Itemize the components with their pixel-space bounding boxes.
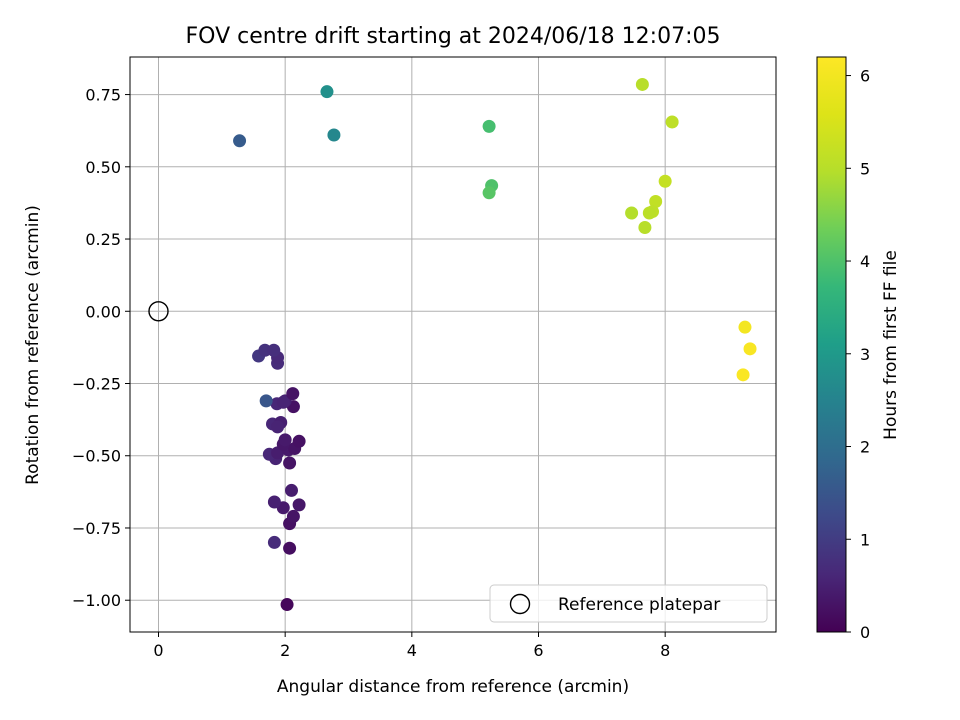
data-point	[482, 186, 496, 200]
data-point	[267, 535, 281, 549]
y-tick-label: −1.00	[72, 591, 121, 610]
data-point	[283, 541, 297, 555]
data-point	[285, 483, 298, 497]
data-point	[292, 498, 306, 512]
data-point	[327, 128, 341, 142]
colorbar-tick-label: 2	[860, 438, 870, 457]
plot-frame	[129, 56, 777, 633]
data-point	[271, 420, 285, 434]
x-tick-label: 0	[153, 641, 163, 660]
y-tick-label: 0.75	[85, 86, 121, 105]
y-tick-label: −0.75	[72, 519, 121, 538]
y-tick-label: 0.25	[85, 230, 121, 249]
colorbar-ticks: 0 1 2 3 4 5 6	[846, 67, 870, 642]
data-point	[665, 115, 679, 129]
chart-title: FOV centre drift starting at 2024/06/18 …	[186, 24, 721, 49]
colorbar-tick-label: 1	[860, 530, 870, 549]
colorbar-tick-label: 4	[860, 252, 870, 271]
data-point	[736, 368, 750, 382]
grid-lines	[130, 57, 776, 632]
data-point	[278, 433, 292, 447]
data-point	[286, 509, 300, 523]
y-tick-label: 0.50	[85, 158, 121, 177]
data-point	[283, 456, 297, 470]
data-point	[658, 174, 672, 188]
colorbar-tick-label: 3	[860, 345, 870, 364]
y-ticks: 0.75 0.50 0.25 0.00 −0.25 −0.50 −0.75 −1.00	[72, 86, 130, 610]
data-points	[148, 77, 757, 612]
data-point	[625, 206, 639, 220]
colorbar-label: Hours from first FF file	[881, 250, 901, 440]
data-point	[259, 394, 273, 408]
data-point	[286, 387, 300, 401]
legend-label: Reference platepar	[558, 595, 720, 615]
x-tick-label: 2	[280, 641, 290, 660]
colorbar-tick-label: 5	[860, 159, 870, 178]
y-tick-label: 0.00	[85, 302, 121, 321]
data-point	[638, 220, 652, 234]
data-point	[320, 85, 334, 99]
data-point	[743, 342, 757, 356]
x-axis-label: Angular distance from reference (arcmin)	[277, 677, 629, 697]
legend-marker-open-circle	[509, 593, 531, 615]
data-point	[649, 194, 663, 208]
colorbar-tick-label: 6	[860, 67, 870, 86]
colorbar-tick-label: 0	[860, 623, 870, 642]
data-point	[233, 134, 247, 148]
x-tick-label: 6	[533, 641, 543, 660]
data-point	[292, 434, 306, 448]
legend: Reference platepar	[489, 584, 768, 623]
data-point	[738, 320, 752, 334]
x-tick-label: 4	[407, 641, 417, 660]
data-point	[635, 77, 649, 91]
x-tick-label: 8	[660, 641, 670, 660]
colorbar-gradient	[816, 56, 847, 633]
data-point	[482, 119, 496, 133]
colorbar: 0 1 2 3 4 5 6 Hours from first FF file	[816, 56, 901, 642]
data-point	[642, 206, 656, 220]
x-ticks: 0 2 4 6 8	[153, 632, 670, 660]
y-tick-label: −0.50	[72, 447, 121, 466]
data-point	[267, 495, 281, 509]
data-point	[276, 395, 290, 409]
y-tick-label: −0.25	[72, 375, 121, 394]
reference-platepar-marker	[148, 301, 169, 322]
y-axis-label: Rotation from reference (arcmin)	[23, 205, 43, 485]
legend-box	[489, 584, 768, 623]
data-point	[280, 598, 294, 612]
data-point	[267, 343, 281, 357]
